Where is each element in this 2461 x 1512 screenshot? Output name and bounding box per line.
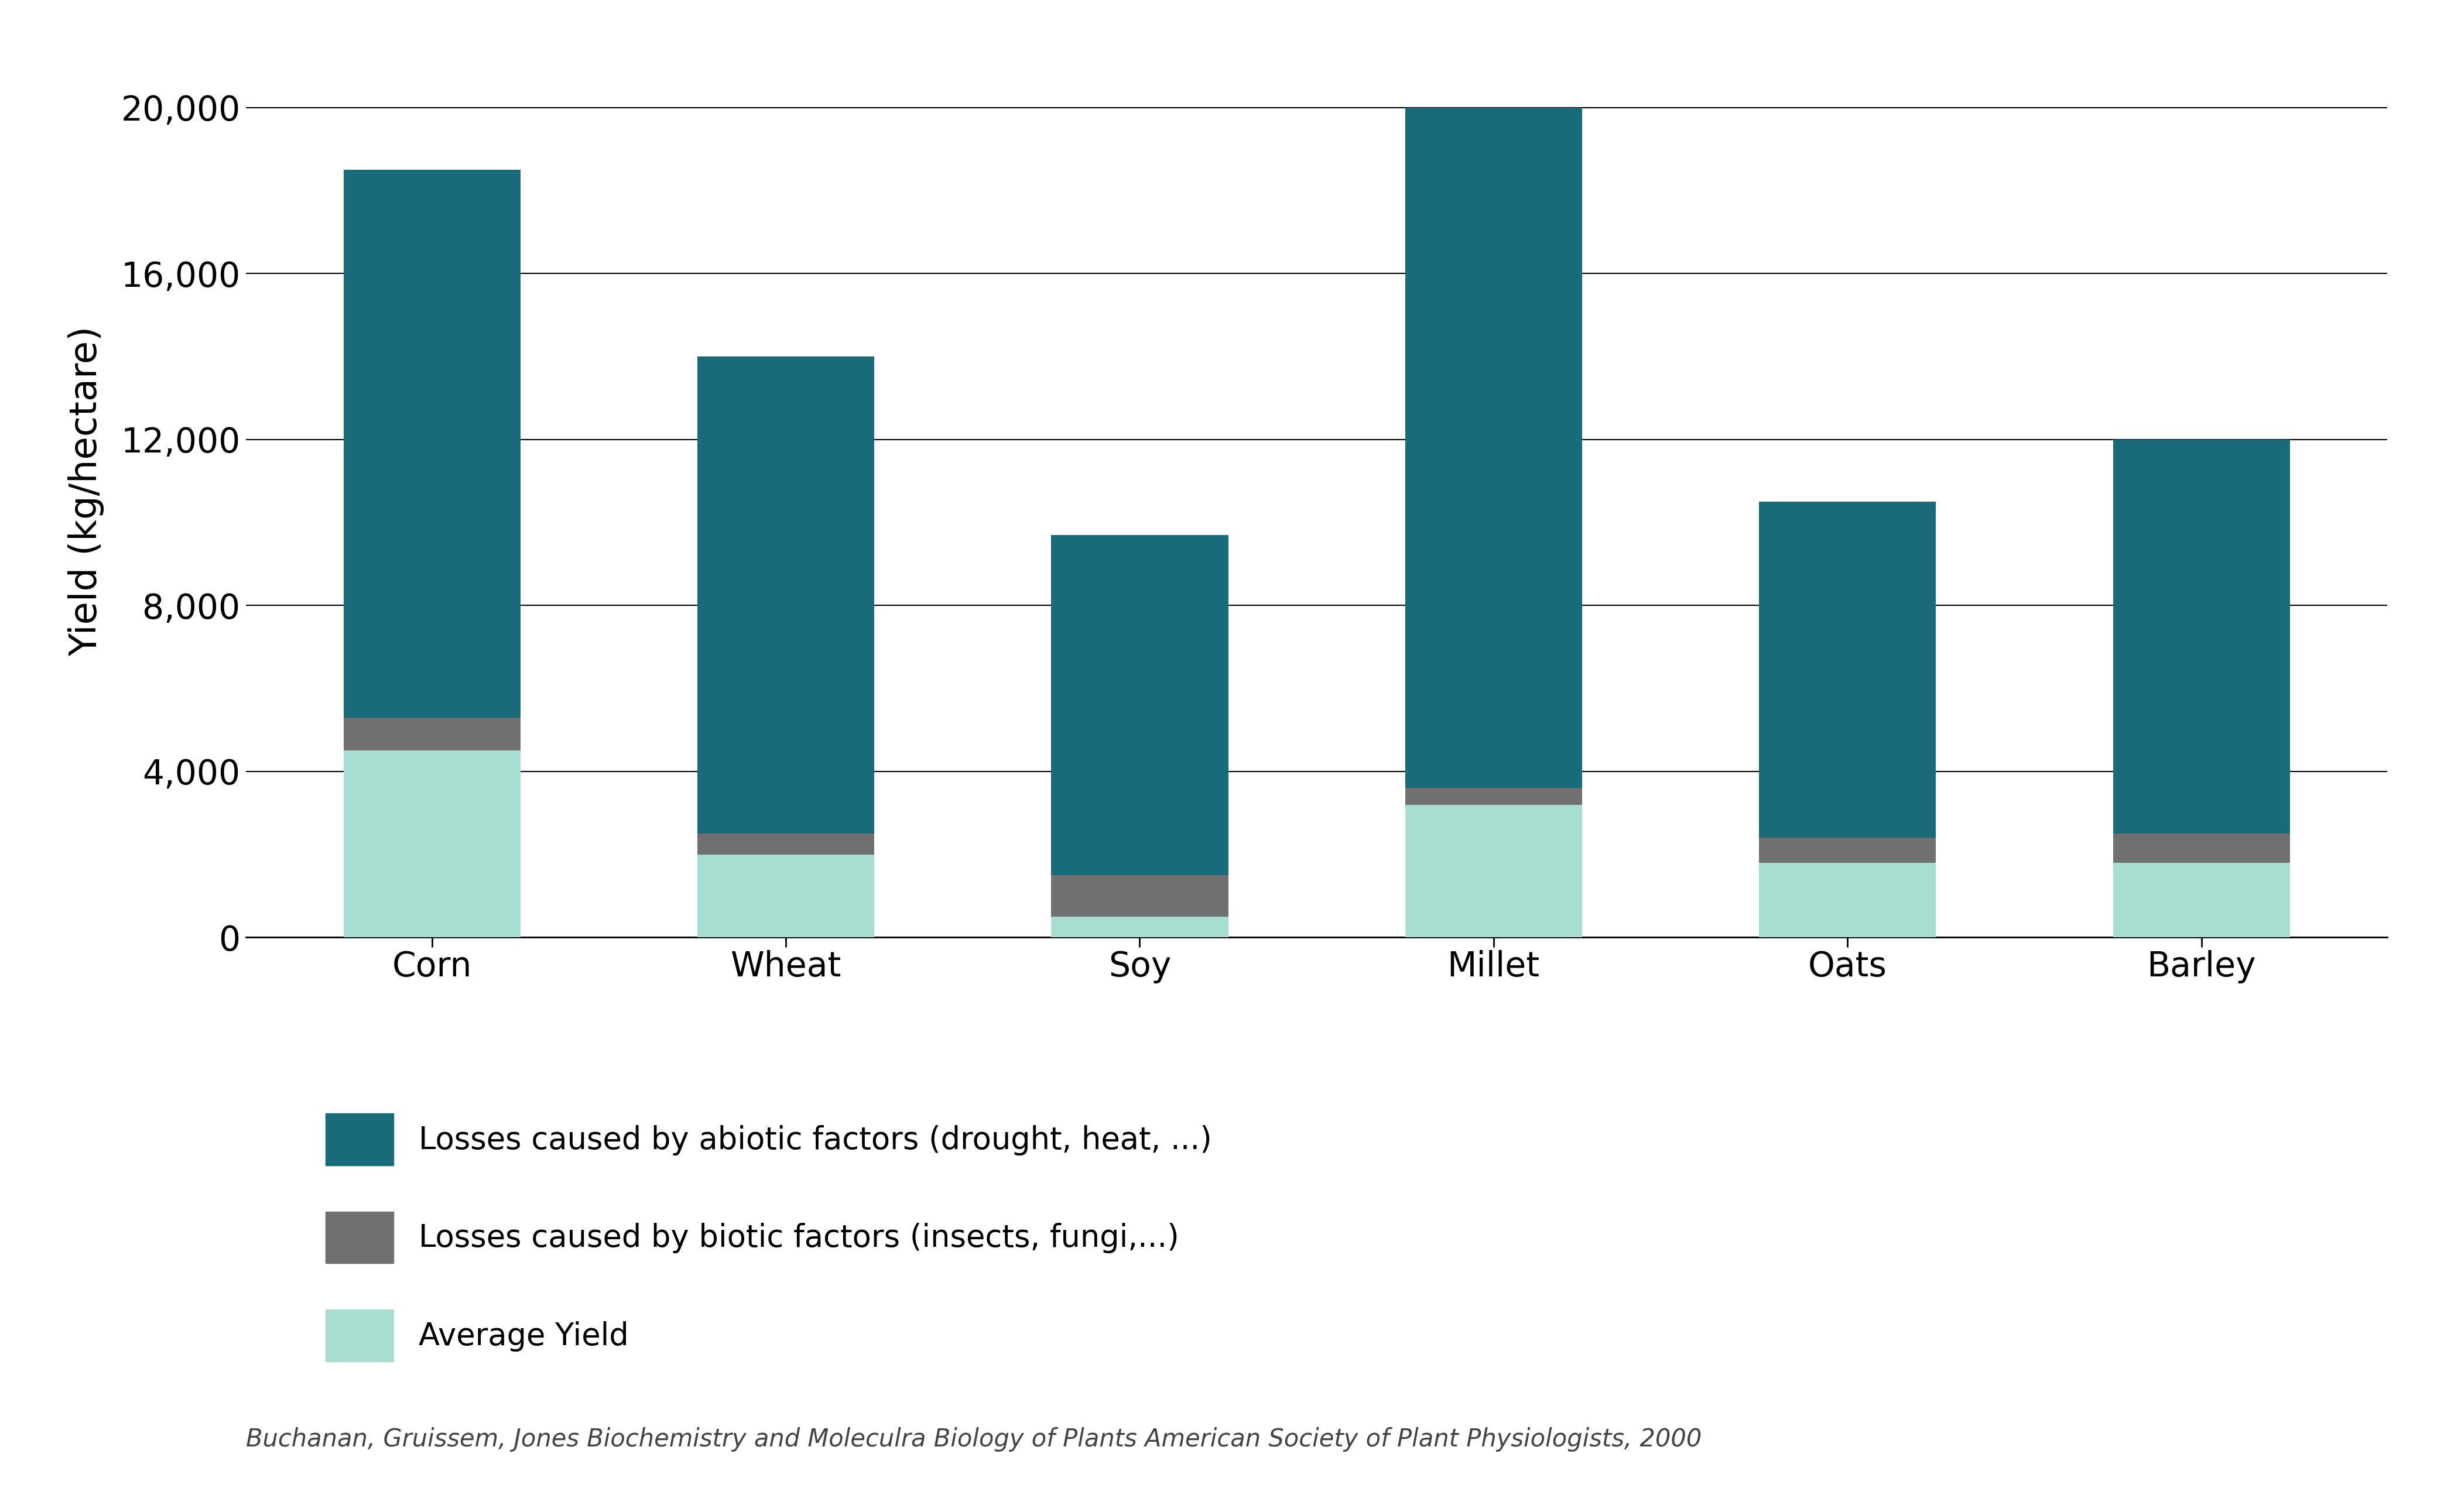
Text: Buchanan, Gruissem, Jones Biochemistry and Moleculra Biology of Plants American : Buchanan, Gruissem, Jones Biochemistry a… <box>246 1427 1703 1452</box>
Bar <box>1760 838 1937 863</box>
Bar <box>1405 788 1582 804</box>
Y-axis label: Yield (kg/hectare): Yield (kg/hectare) <box>69 327 103 656</box>
Bar <box>345 718 519 751</box>
Bar <box>1405 804 1582 937</box>
Bar <box>1051 916 1228 937</box>
Bar <box>1405 107 1582 788</box>
Bar <box>1051 535 1228 875</box>
Bar <box>345 169 519 718</box>
Bar <box>1760 863 1937 937</box>
Bar <box>696 833 874 854</box>
Bar <box>1051 875 1228 916</box>
Bar <box>2114 833 2289 863</box>
Bar <box>345 751 519 937</box>
Bar <box>2114 863 2289 937</box>
Legend: Losses caused by abiotic factors (drought, heat, ...), Losses caused by biotic f: Losses caused by abiotic factors (drough… <box>325 1113 1211 1361</box>
Bar <box>2114 440 2289 833</box>
Bar <box>696 357 874 833</box>
Bar <box>696 854 874 937</box>
Bar <box>1760 502 1937 838</box>
